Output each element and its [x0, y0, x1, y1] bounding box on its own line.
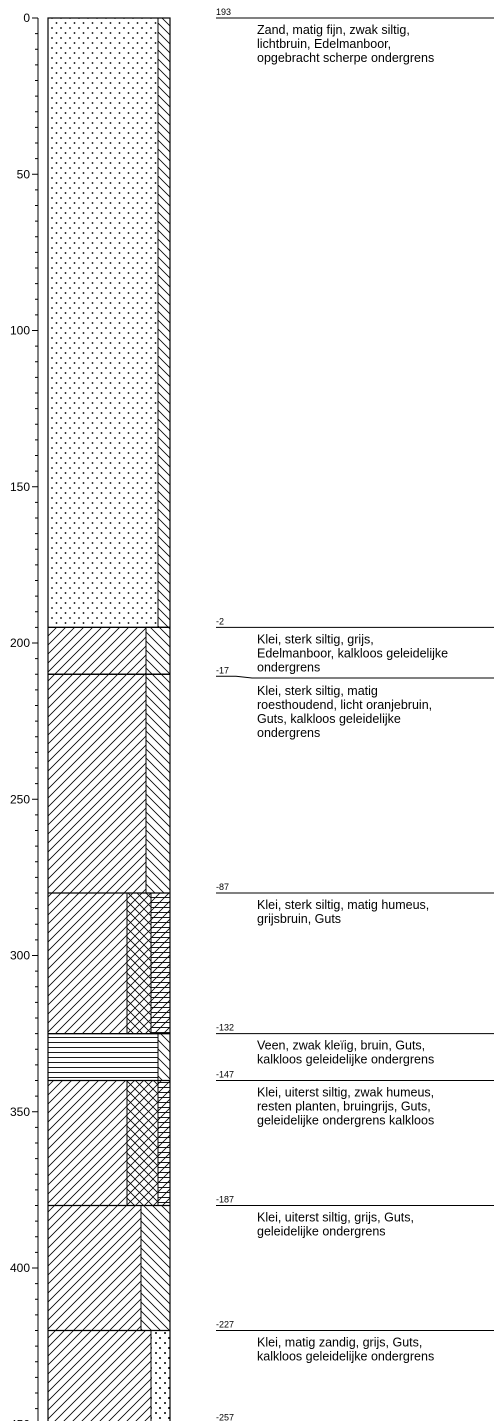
description-line: kalkloos geleidelijke ondergrens — [257, 1350, 434, 1364]
side-strip-8 — [150, 1330, 171, 1421]
layer-8-annotation: -227 Klei, matig zandig, grijs, Guts,kalk… — [216, 1320, 494, 1364]
layer-6-annotation: -147 Klei, uiterst siltig, zwak humeus,re… — [216, 1070, 494, 1128]
level-label: -87 — [216, 882, 229, 892]
side-column — [47, 17, 171, 1421]
description-line: grijsbruin, Guts — [257, 912, 341, 926]
column-frame — [47, 17, 171, 1421]
axis-tick-label: 100 — [10, 324, 30, 338]
layer-2-annotation: -2 Klei, sterk siltig, grijs,Edelmanboor,… — [216, 616, 494, 674]
description-line: lichtbruin, Edelmanboor, — [257, 37, 391, 51]
axis-tick-label: 250 — [10, 792, 30, 806]
layer-7-annotation: -187 Klei, uiterst siltig, grijs, Guts,ge… — [216, 1195, 494, 1239]
description-line: Klei, uiterst siltig, grijs, Guts, — [257, 1211, 414, 1225]
side-strip-6 — [126, 1080, 171, 1206]
description-line: Klei, matig zandig, grijs, Guts, — [257, 1336, 422, 1350]
level-label: -17 — [216, 665, 229, 675]
axis-tick-label: 450 — [10, 1417, 30, 1421]
side-strip-1 — [157, 17, 171, 628]
level-label: 193 — [216, 7, 231, 17]
description-line: ondergrens — [257, 726, 320, 740]
description-line: Klei, sterk siltig, matig humeus, — [257, 898, 429, 912]
side-strip-7 — [140, 1205, 171, 1331]
layer-3-annotation: -17 Klei, sterk siltig, matigroesthoudend… — [216, 665, 494, 740]
level-label: -227 — [216, 1320, 234, 1330]
level-label: -2 — [216, 616, 224, 626]
layer-8-fill — [47, 1330, 171, 1421]
description-line: Guts, kalkloos geleidelijke — [257, 712, 401, 726]
axis-tick-label: 400 — [10, 1261, 30, 1275]
description-line: Edelmanboor, kalkloos geleidelijke — [257, 646, 448, 660]
axis-tick-label: 200 — [10, 636, 30, 650]
description-line: Klei, sterk siltig, grijs, — [257, 632, 374, 646]
description-line: Veen, zwak kleïig, bruin, Guts, — [257, 1039, 425, 1053]
layer-1-annotation: 193 Zand, matig fijn, zwak siltig,lichtbr… — [216, 7, 494, 65]
description-line: Zand, matig fijn, zwak siltig, — [257, 23, 410, 37]
boundary-line — [216, 675, 494, 679]
axis-tick-label: 300 — [10, 949, 30, 963]
side-strip-3 — [145, 673, 171, 894]
description-line: geleidelijke ondergrens — [257, 1225, 386, 1239]
side-strip-4 — [126, 892, 171, 1035]
axis-tick-label: 350 — [10, 1105, 30, 1119]
description-line: Klei, sterk siltig, matig — [257, 684, 378, 698]
level-label: -147 — [216, 1070, 234, 1080]
layer-1-fill — [47, 17, 171, 628]
depth-axis: 0 50 100 150 200 250 300 350 400 450 — [10, 11, 39, 1421]
layer-5-fill — [47, 1033, 171, 1081]
layer-descriptions: 193 Zand, matig fijn, zwak siltig,lichtbr… — [216, 7, 494, 1421]
description-line: opgebracht scherpe ondergrens — [257, 51, 434, 65]
description-line: ondergrens — [257, 660, 320, 674]
axis-tick-label: 150 — [10, 480, 30, 494]
description-line: kalkloos geleidelijke ondergrens — [257, 1053, 434, 1067]
description-line: Klei, uiterst siltig, zwak humeus, — [257, 1086, 434, 1100]
level-label: -187 — [216, 1195, 234, 1205]
side-strip-5 — [157, 1033, 171, 1081]
base-level-label: -257 — [216, 1412, 234, 1421]
description-line: resten planten, bruingrijs, Guts, — [257, 1100, 431, 1114]
axis-tick-label: 0 — [23, 11, 30, 25]
level-label: -132 — [216, 1023, 234, 1033]
axis-tick-label: 50 — [17, 167, 31, 181]
description-line: roesthoudend, licht oranjebruin, — [257, 698, 432, 712]
description-line: geleidelijke ondergrens kalkloos — [257, 1114, 434, 1128]
layer-5-annotation: -132 Veen, zwak kleïig, bruin, Guts,kalkl… — [216, 1023, 494, 1067]
layer-4-annotation: -87 Klei, sterk siltig, matig humeus,grij… — [216, 882, 494, 926]
side-strip-2 — [145, 626, 171, 675]
